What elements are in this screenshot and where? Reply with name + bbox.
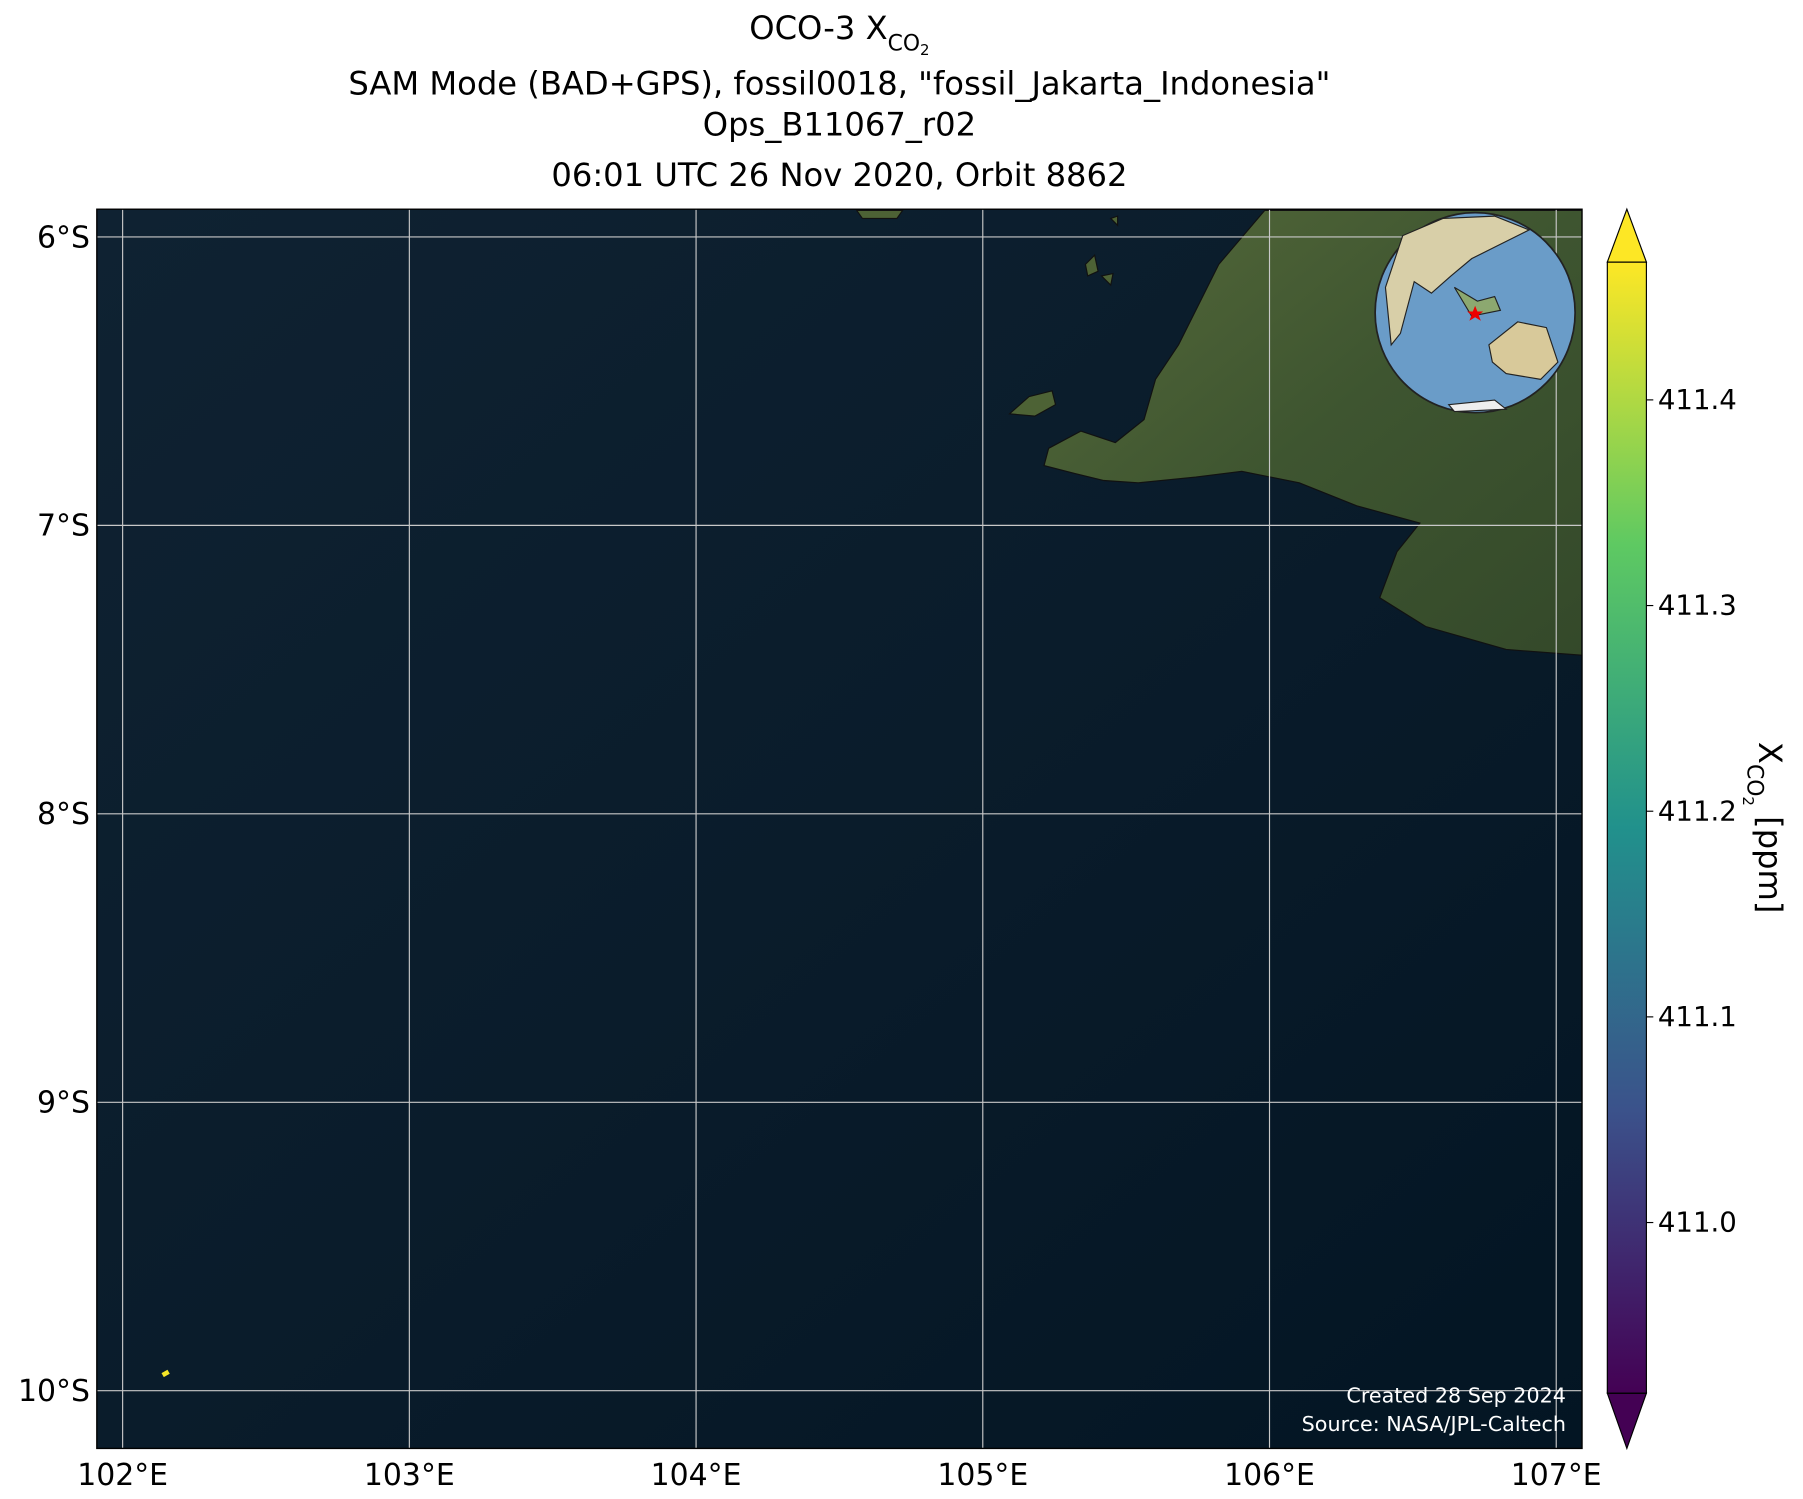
colorbar: XCO2 [ppm] — [1606, 207, 1789, 1451]
colorbar-label-sub2: 2 — [1739, 796, 1757, 806]
colorbar-ticks: 411.0 411.1 411.2 411.3 411.4 — [1646, 383, 1737, 1239]
basemap — [96, 209, 1583, 1449]
colorbar-label: XCO2 [ppm] — [1739, 742, 1789, 914]
colorbar-extend-max — [1606, 207, 1648, 263]
globe-land — [1384, 215, 1531, 347]
globe-land — [1453, 286, 1502, 317]
globe-ice — [1447, 399, 1508, 413]
x-tick-label: 105°E — [937, 1458, 1028, 1493]
island — [1008, 390, 1057, 417]
title-sub: CO — [888, 32, 920, 57]
colorbar-tick-label: 411.3 — [1658, 589, 1737, 622]
y-tick-label: 9°S — [37, 1086, 90, 1121]
globe-land — [1488, 321, 1559, 380]
colorbar-tick-label: 411.1 — [1658, 1000, 1737, 1033]
grid — [96, 209, 1583, 1449]
annotation: Created 28 Sep 2024 — [1346, 1383, 1566, 1407]
y-tick-label: 10°S — [18, 1374, 90, 1409]
colorbar-fill — [1607, 262, 1647, 1394]
inset-globe — [1374, 211, 1576, 414]
annotation: Source: NASA/JPL-Caltech — [1302, 1412, 1566, 1436]
title: OCO-3 XCO2 — [749, 9, 929, 59]
colorbar-label-sub: CO — [1742, 764, 1767, 796]
y-tick-label: 7°S — [37, 509, 90, 544]
title-text: OCO-3 X — [749, 9, 887, 47]
points — [161, 1369, 170, 1378]
x-tick-label: 107°E — [1511, 1458, 1602, 1493]
colorbar-tick-label: 411.2 — [1658, 794, 1737, 827]
island — [1084, 215, 1119, 287]
colorbar-label-unit: [ppm] — [1751, 806, 1789, 914]
colorbar-frame — [1606, 261, 1647, 1394]
island — [855, 209, 904, 219]
subtitle: SAM Mode (BAD+GPS), fossil0018, "fossil_… — [348, 64, 1330, 102]
sounding — [161, 1369, 170, 1378]
axes: 102°E 103°E 104°E 105°E 106°E 107°E 6°S 7°S 8°S 9… — [18, 220, 1602, 1493]
map-frame — [96, 208, 1583, 1450]
x-tick-label: 106°E — [1224, 1458, 1315, 1493]
site-star — [1467, 305, 1484, 321]
x-tick-label: 103°E — [364, 1458, 455, 1493]
colorbar-extend-min — [1606, 1392, 1648, 1451]
x-tick-label: 102°E — [77, 1458, 168, 1493]
y-tick-label: 6°S — [37, 220, 90, 255]
subtitle: Ops_B11067_r02 — [703, 106, 976, 144]
colorbar-label-text: X — [1751, 742, 1789, 764]
title-sub2: 2 — [920, 41, 930, 59]
y-tick-label: 8°S — [37, 797, 90, 832]
subtitle: 06:01 UTC 26 Nov 2020, Orbit 8862 — [551, 156, 1127, 194]
titles: OCO-3 XCO2 SAM Mode (BAD+GPS), fossil001… — [348, 9, 1330, 194]
x-tick-label: 104°E — [651, 1458, 742, 1493]
colorbar-tick-label: 411.0 — [1658, 1206, 1737, 1239]
colorbar-tick-label: 411.4 — [1658, 383, 1737, 416]
